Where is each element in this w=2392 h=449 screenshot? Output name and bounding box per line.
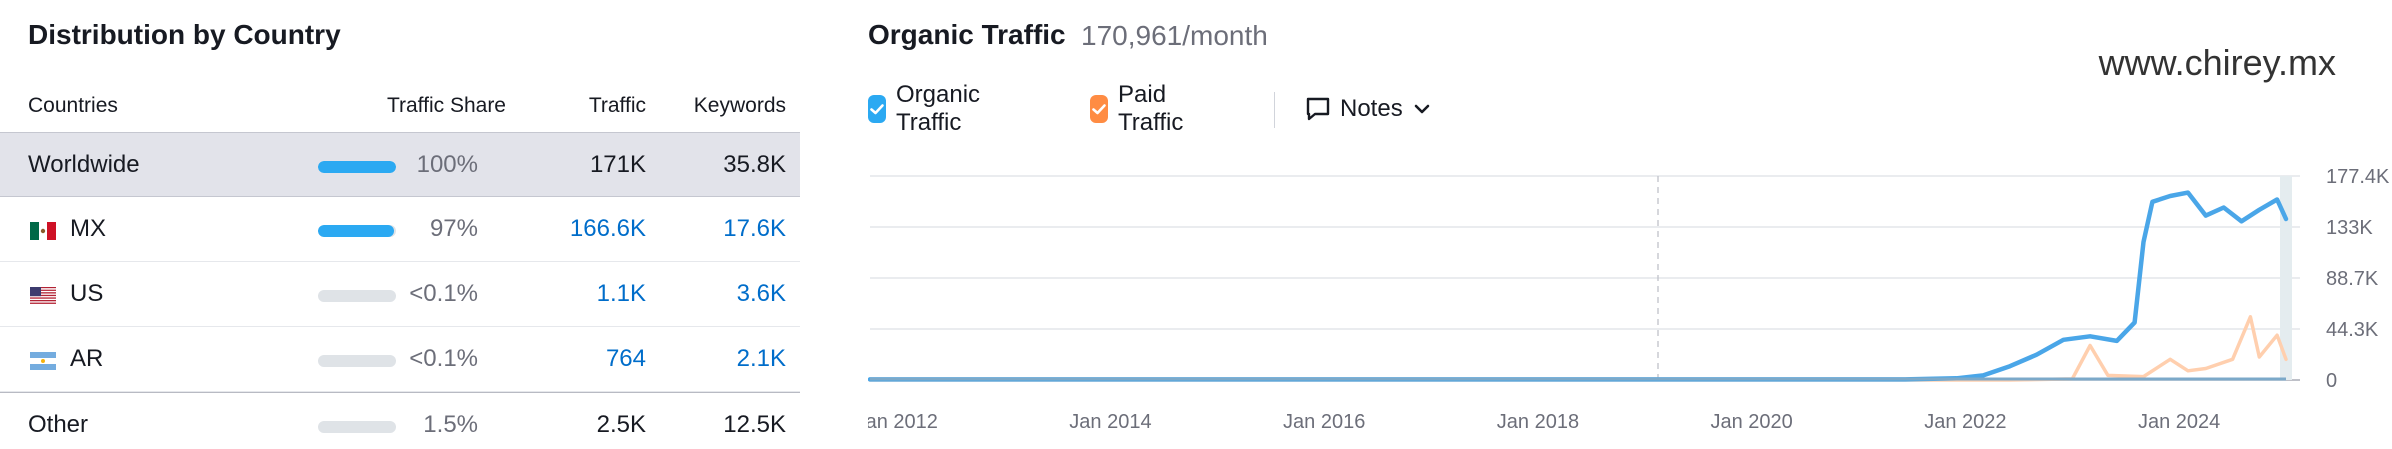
- watermark-text: www.chirey.mx: [2098, 42, 2336, 83]
- distribution-table-body: Worldwide 100% 171K 35.8K MX 97% 166.6K 17.6K US…: [0, 132, 800, 449]
- usa-flag-icon: [30, 287, 56, 304]
- organic-traffic-line: [868, 190, 2289, 382]
- table-row[interactable]: US <0.1% 1.1K 3.6K: [0, 262, 800, 327]
- notes-label: Notes: [1340, 95, 1403, 122]
- country-name: Worldwide: [28, 151, 140, 178]
- argentina-flag-icon: [30, 352, 56, 370]
- traffic-share-value: <0.1%: [409, 345, 478, 372]
- column-header-countries: Countries: [28, 94, 118, 117]
- y-tick-label: 44.3K: [2326, 319, 2379, 341]
- distribution-title: Distribution by Country: [28, 19, 341, 50]
- y-tick-label: 88.7K: [2326, 268, 2379, 290]
- legend-organic-traffic[interactable]: Organic Traffic: [868, 81, 990, 136]
- organic-traffic-title: Organic Traffic: [868, 19, 1066, 50]
- distribution-table-header: Countries Traffic Share Traffic Keywords: [28, 90, 800, 124]
- column-header-keywords: Keywords: [693, 94, 786, 117]
- x-tick-label: Jan 2024: [2138, 411, 2220, 433]
- x-tick-label: Jan 2014: [1069, 411, 1151, 433]
- traffic-share-bar: [318, 225, 396, 237]
- table-row[interactable]: AR <0.1% 764 2.1K: [0, 327, 800, 392]
- table-row[interactable]: Other 1.5% 2.5K 12.5K: [0, 392, 800, 449]
- traffic-share-bar: [318, 421, 396, 433]
- keywords-value[interactable]: 3.6K: [736, 280, 786, 307]
- traffic-value[interactable]: 764: [605, 345, 646, 372]
- y-tick-label: 177.4K: [2326, 166, 2390, 188]
- y-tick-label: 0: [2326, 370, 2337, 392]
- keywords-value: 12.5K: [723, 411, 786, 438]
- traffic-share-value: 100%: [416, 151, 478, 178]
- x-tick-label: Jan 2022: [1924, 411, 2006, 433]
- chevron-down-icon: [1414, 104, 1430, 114]
- traffic-share-value: 1.5%: [423, 411, 478, 438]
- x-tick-label: Jan 2018: [1497, 411, 1579, 433]
- traffic-value: 171K: [589, 151, 646, 178]
- organic-checkbox-icon[interactable]: [868, 95, 886, 123]
- traffic-share-bar: [318, 161, 396, 173]
- traffic-value: 2.5K: [596, 411, 646, 438]
- traffic-share-bar: [318, 355, 396, 367]
- traffic-share-value: 97%: [429, 215, 478, 242]
- organic-traffic-monthly-value: 170,961/month: [1081, 20, 1268, 51]
- distribution-panel: Distribution by Country Countries Traffi…: [28, 0, 800, 449]
- x-tick-label: Jan 2020: [1711, 411, 1793, 433]
- column-header-traffic-share: Traffic Share: [386, 94, 506, 117]
- y-tick-label: 133K: [2326, 217, 2373, 239]
- country-name[interactable]: US: [70, 280, 104, 307]
- traffic-share-bar: [318, 290, 396, 302]
- traffic-value[interactable]: 166.6K: [569, 215, 646, 242]
- legend-divider: [1274, 92, 1275, 128]
- legend-organic-label: Organic Traffic: [896, 81, 981, 136]
- keywords-value[interactable]: 2.1K: [736, 345, 786, 372]
- mexico-flag-icon: [30, 222, 56, 240]
- organic-traffic-panel: Organic Traffic 170,961/month www.chirey…: [868, 0, 2392, 449]
- country-name[interactable]: AR: [70, 345, 104, 372]
- paid-checkbox-icon[interactable]: [1090, 95, 1108, 123]
- organic-traffic-chart: 177.4K 133K 88.7K 44.3K 0 Jan 2012 Jan 2014 Jan…: [868, 166, 2390, 433]
- table-row[interactable]: Worldwide 100% 171K 35.8K: [0, 132, 800, 197]
- legend-paid-traffic[interactable]: Paid Traffic: [1090, 81, 1193, 136]
- legend-paid-label: Paid Traffic: [1118, 81, 1184, 136]
- notes-icon: [1306, 97, 1330, 121]
- paid-traffic-line: [868, 315, 2288, 382]
- current-period-band: [2280, 176, 2292, 380]
- x-tick-label: Jan 2012: [868, 411, 938, 433]
- keywords-value: 35.8K: [723, 151, 786, 178]
- keywords-value[interactable]: 17.6K: [723, 215, 786, 242]
- column-header-traffic: Traffic: [588, 94, 646, 117]
- table-row[interactable]: MX 97% 166.6K 17.6K: [0, 197, 800, 262]
- notes-dropdown[interactable]: Notes: [1304, 92, 1441, 126]
- country-name[interactable]: MX: [70, 215, 106, 242]
- country-name: Other: [28, 411, 89, 438]
- x-tick-label: Jan 2016: [1283, 411, 1365, 433]
- traffic-value[interactable]: 1.1K: [596, 280, 646, 307]
- traffic-share-value: <0.1%: [409, 280, 478, 307]
